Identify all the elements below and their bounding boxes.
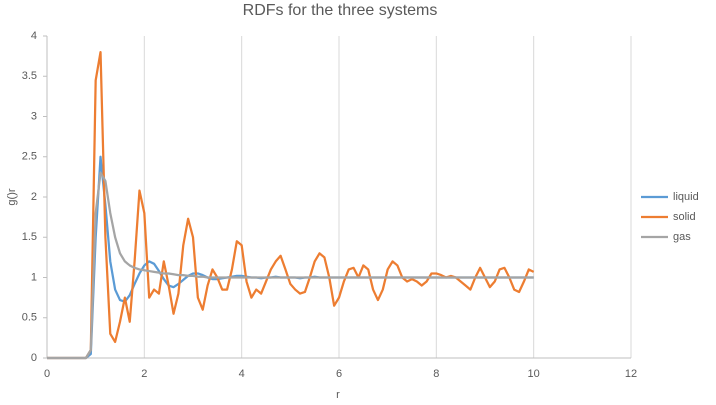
y-tick-label: 3.5 bbox=[22, 70, 37, 82]
x-tick-label: 12 bbox=[625, 368, 637, 380]
y-tick-label: 2.5 bbox=[22, 151, 37, 163]
y-tick-label: 0.5 bbox=[22, 312, 37, 324]
y-tick-label: 1 bbox=[31, 271, 37, 283]
legend-label: liquid bbox=[673, 191, 699, 203]
x-tick-label: 8 bbox=[433, 368, 439, 380]
y-tick-label: 3 bbox=[31, 110, 37, 122]
chart-title: RDFs for the three systems bbox=[243, 2, 438, 19]
x-tick-label: 2 bbox=[141, 368, 147, 380]
y-tick-label: 2 bbox=[31, 191, 37, 203]
x-axis-label: r bbox=[336, 389, 340, 401]
series-line bbox=[47, 171, 534, 360]
x-tick-label: 6 bbox=[336, 368, 342, 380]
legend-label: gas bbox=[673, 231, 691, 243]
legend-label: solid bbox=[673, 211, 696, 223]
x-tick-label: 4 bbox=[239, 368, 245, 380]
y-tick-label: 1.5 bbox=[22, 231, 37, 243]
y-tick-label: 0 bbox=[31, 352, 37, 364]
x-tick-label: 0 bbox=[44, 368, 50, 380]
x-tick-label: 10 bbox=[528, 368, 540, 380]
y-tick-label: 4 bbox=[31, 30, 37, 42]
y-axis-label: g()r bbox=[6, 188, 18, 205]
